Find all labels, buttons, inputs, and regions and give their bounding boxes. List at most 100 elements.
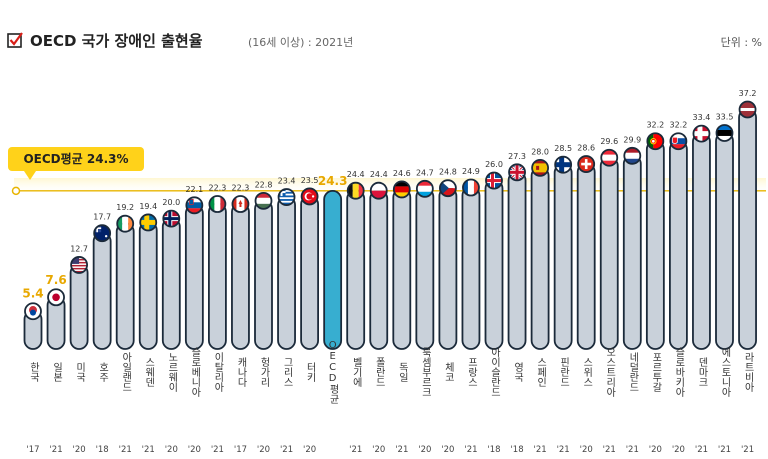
category-label: 영국 <box>512 362 524 383</box>
bar-item: 27.3 영국 '18 <box>507 152 527 455</box>
category-label: 독일 <box>396 362 408 382</box>
flag-tr-icon <box>300 187 319 206</box>
average-callout: OECD평균 24.3% <box>8 147 144 180</box>
bar-item: 22.3 이탈리아 '21 <box>207 184 227 455</box>
year-label: '20 <box>441 445 454 455</box>
bar-item: 19.2 아일랜드 '21 <box>115 203 135 455</box>
year-label: '21 <box>49 445 62 455</box>
category-label: 네덜란드 <box>627 352 639 392</box>
flag-sk-icon <box>669 132 688 151</box>
category-label: 벨기에 <box>350 357 362 388</box>
category-label: 슬로베니아 <box>189 347 201 398</box>
year-label: '21 <box>534 445 547 455</box>
category-label: 헝가리 <box>258 357 270 388</box>
category-label: 스위스 <box>581 357 593 387</box>
bar <box>461 186 481 350</box>
flag-au-icon <box>93 224 112 243</box>
bar <box>254 199 273 350</box>
flag-pl-icon <box>369 181 388 200</box>
bar-item: 24.8 체코 '20 <box>438 168 458 455</box>
value-label: 29.6 <box>600 137 618 146</box>
category-label: 이탈리아 <box>212 352 224 393</box>
value-label: 23.4 <box>278 177 296 186</box>
value-label: 24.4 <box>370 170 388 179</box>
category-label: 그리스 <box>281 357 293 387</box>
flag-si-icon <box>185 196 204 215</box>
bar <box>645 139 665 350</box>
flag-be-icon <box>346 181 365 200</box>
year-label: '20 <box>165 445 178 455</box>
bar-item: 33.5 에스토니아 '21 <box>715 112 734 455</box>
bar <box>438 186 458 350</box>
value-label: 24.7 <box>416 168 434 177</box>
year-label: '20 <box>372 445 385 455</box>
bar-item: 7.6 일본 '21 <box>45 273 66 455</box>
bar-item: 22.8 헝가리 '20 <box>254 180 273 455</box>
bar-item: 28.0 스페인 '21 <box>530 147 550 455</box>
bar <box>300 195 320 350</box>
bar-item: 29.9 네덜란드 '21 <box>622 135 642 455</box>
bar-item: 37.2 라트비아 '21 <box>738 89 757 455</box>
bar <box>161 217 181 350</box>
category-label: 캐나다 <box>235 357 247 388</box>
bar <box>553 163 573 350</box>
value-label: 28.0 <box>531 147 549 156</box>
value-label: 22.3 <box>232 184 250 193</box>
flag-is-icon <box>485 171 503 190</box>
bar <box>207 202 227 350</box>
year-label: '21 <box>695 445 708 455</box>
category-label: 스웨덴 <box>143 357 155 387</box>
bar-item: 12.7 미국 '20 <box>69 244 89 455</box>
category-label: 슬로바키아 <box>673 347 685 398</box>
year-label: '21 <box>557 445 570 455</box>
year-label: '21 <box>119 445 132 455</box>
bar-item: 32.2 슬로바키아 '20 <box>669 121 688 455</box>
value-label: 28.6 <box>577 144 595 153</box>
value-label: 19.4 <box>139 202 157 211</box>
flag-hu-icon <box>254 191 273 210</box>
bar-item: 20.0 노르웨이 '20 <box>161 198 181 455</box>
year-label: '21 <box>349 445 362 455</box>
bar-item: 5.4 한국 '17 <box>22 287 43 455</box>
flag-lu-icon <box>415 179 434 198</box>
flag-ee-icon <box>715 124 734 142</box>
bar-item: 33.4 덴마크 '21 <box>692 113 711 455</box>
bar <box>184 203 204 350</box>
category-label: 룩셈부르크 <box>419 347 431 397</box>
bar <box>669 139 688 350</box>
flag-ie-icon <box>116 214 135 233</box>
bar-item: 24.9 프랑스 '21 <box>461 167 481 455</box>
year-label: '21 <box>142 445 155 455</box>
category-label: 핀란드 <box>558 357 570 387</box>
bar-item: 19.4 스웨덴 '21 <box>138 202 158 455</box>
bar <box>323 189 343 350</box>
chart-subtitle: (16세 이상) : 2021년 <box>248 36 353 49</box>
value-label: 24.3 <box>318 174 348 188</box>
value-label: 29.9 <box>623 135 641 144</box>
value-label: 33.5 <box>716 112 734 121</box>
value-label: 27.3 <box>508 152 526 161</box>
value-label: 22.1 <box>185 185 203 194</box>
bar-item: 26.0 아이슬란드 '18 <box>484 160 504 455</box>
category-label: 오스트리아 <box>604 347 616 398</box>
bar <box>715 131 734 350</box>
value-label: 19.2 <box>116 203 134 212</box>
year-label: '21 <box>280 445 293 455</box>
flag-se-icon <box>139 213 158 232</box>
value-label: 22.3 <box>208 184 226 193</box>
year-label: '21 <box>603 445 616 455</box>
flag-de-icon <box>392 180 411 199</box>
bar-item: 22.1 슬로베니아 '20 <box>184 185 204 455</box>
year-label: '18 <box>487 445 500 455</box>
category-label: 일본 <box>51 362 63 382</box>
year-label: '20 <box>257 445 270 455</box>
value-label: 17.7 <box>93 213 111 222</box>
value-label: 7.6 <box>45 273 66 287</box>
year-label: '21 <box>464 445 477 455</box>
value-label: 5.4 <box>22 287 43 301</box>
year-label: '21 <box>211 445 224 455</box>
category-label: 포르투갈 <box>650 352 662 392</box>
flag-fi-icon <box>554 155 573 174</box>
flag-at-icon <box>600 148 619 167</box>
category-label: 아일랜드 <box>120 352 132 392</box>
